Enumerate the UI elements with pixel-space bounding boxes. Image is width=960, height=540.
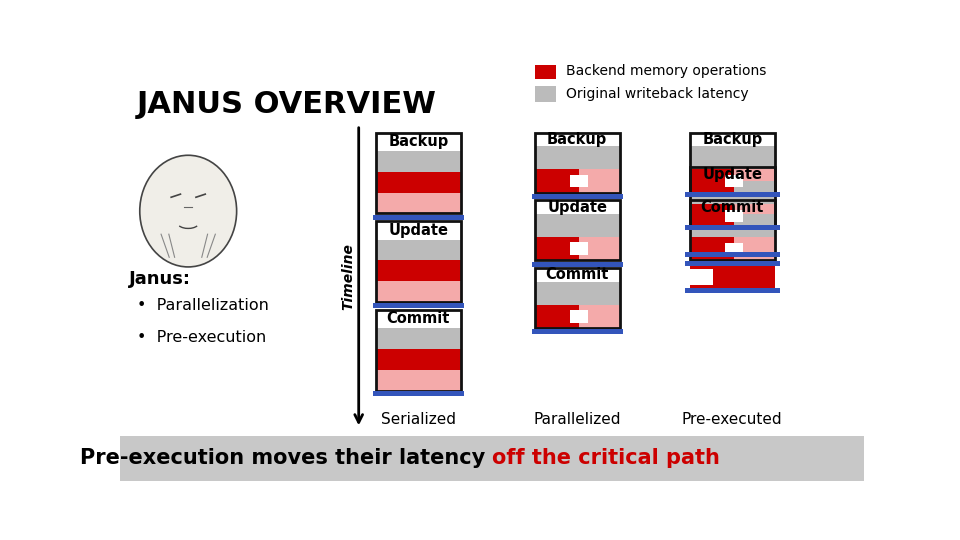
Text: Backup: Backup: [547, 132, 608, 147]
Bar: [689, 170, 734, 193]
Bar: [689, 167, 775, 227]
Bar: [689, 181, 775, 204]
Bar: [535, 214, 620, 237]
Text: Update: Update: [703, 167, 762, 182]
Bar: [535, 305, 620, 328]
Bar: [375, 132, 461, 213]
Text: Backup: Backup: [702, 132, 762, 147]
Text: Janus:: Janus:: [130, 270, 191, 288]
Text: Parallelized: Parallelized: [534, 411, 621, 427]
Bar: [689, 214, 775, 238]
Text: Backend memory operations: Backend memory operations: [565, 64, 766, 78]
Bar: [689, 204, 734, 227]
Bar: [535, 170, 579, 193]
Bar: [685, 288, 780, 293]
Bar: [532, 329, 623, 334]
Bar: [375, 349, 461, 370]
Bar: [689, 264, 775, 288]
Text: Commit: Commit: [701, 200, 764, 215]
Bar: [569, 310, 588, 323]
Bar: [535, 146, 620, 170]
Bar: [725, 210, 743, 222]
Bar: [685, 261, 780, 266]
Bar: [689, 238, 734, 260]
Bar: [689, 132, 775, 193]
Bar: [685, 225, 780, 230]
Bar: [569, 175, 588, 187]
Bar: [689, 170, 775, 193]
Bar: [689, 238, 775, 260]
Bar: [532, 194, 623, 199]
Bar: [372, 303, 464, 308]
Bar: [685, 192, 780, 198]
Bar: [689, 204, 775, 227]
Bar: [535, 86, 557, 102]
Text: JANUS OVERVIEW: JANUS OVERVIEW: [137, 90, 437, 119]
Text: Update: Update: [389, 223, 448, 238]
Bar: [535, 305, 579, 328]
Bar: [120, 436, 864, 481]
Bar: [372, 391, 464, 396]
Bar: [375, 221, 461, 302]
Text: Commit: Commit: [545, 267, 609, 282]
Text: Pre-execution moves their latency: Pre-execution moves their latency: [80, 448, 492, 468]
Text: •  Parallelization: • Parallelization: [137, 298, 269, 313]
Text: Pre-executed: Pre-executed: [682, 411, 782, 427]
Text: off the critical path: off the critical path: [492, 448, 720, 468]
Bar: [375, 151, 461, 172]
Text: Commit: Commit: [387, 312, 450, 327]
Bar: [375, 240, 461, 260]
Bar: [689, 200, 775, 260]
Text: •  Pre-execution: • Pre-execution: [137, 330, 266, 345]
Bar: [532, 262, 623, 267]
Bar: [535, 268, 620, 328]
Bar: [375, 260, 461, 281]
Bar: [375, 370, 461, 390]
Text: Serialized: Serialized: [381, 411, 456, 427]
Text: Update: Update: [547, 200, 608, 215]
Bar: [535, 237, 579, 260]
Bar: [535, 237, 620, 260]
Bar: [725, 242, 743, 255]
Bar: [535, 132, 620, 193]
Bar: [535, 282, 620, 305]
Ellipse shape: [140, 156, 236, 267]
Bar: [569, 242, 588, 255]
Bar: [689, 146, 775, 170]
Bar: [372, 215, 464, 220]
Bar: [375, 309, 461, 390]
Bar: [375, 193, 461, 213]
Bar: [535, 63, 557, 79]
Bar: [375, 172, 461, 193]
Bar: [375, 281, 461, 302]
Bar: [685, 252, 780, 257]
Bar: [535, 200, 620, 260]
Bar: [689, 269, 713, 285]
Text: Original writeback latency: Original writeback latency: [565, 87, 748, 101]
Text: Backup: Backup: [388, 134, 448, 150]
Bar: [725, 175, 743, 187]
Bar: [375, 328, 461, 349]
Text: Timeline: Timeline: [341, 243, 355, 310]
Bar: [535, 170, 620, 193]
